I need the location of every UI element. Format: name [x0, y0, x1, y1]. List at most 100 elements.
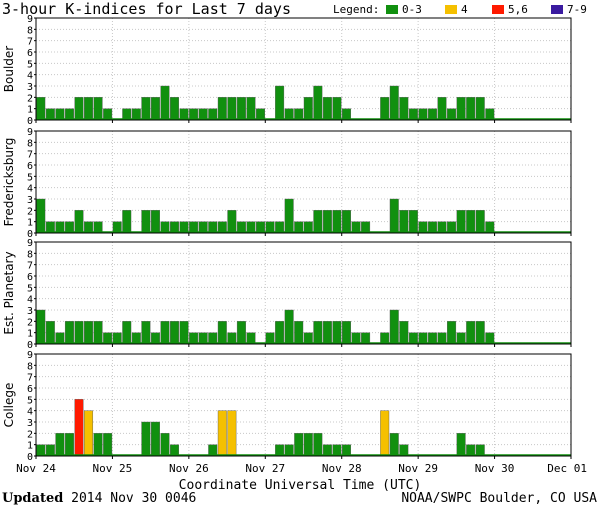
legend-swatch-4: [445, 5, 457, 14]
y-tick-label: 5: [27, 172, 33, 183]
y-tick-label: 5: [27, 395, 33, 406]
k-index-bar: [399, 97, 409, 121]
k-index-bar: [141, 97, 151, 121]
k-index-bar: [170, 97, 180, 121]
k-index-bar: [456, 97, 466, 121]
panel-label: College: [2, 383, 16, 428]
k-index-bar: [313, 210, 323, 234]
y-tick-label: 2: [27, 206, 33, 217]
k-index-bar: [246, 97, 256, 121]
y-tick-label: 0: [27, 340, 33, 351]
k-index-bar: [74, 210, 84, 234]
y-tick-label: 1: [27, 329, 33, 340]
k-index-bar: [332, 210, 342, 234]
k-index-bar: [160, 321, 170, 345]
panel-label: Boulder: [2, 46, 16, 93]
k-index-bar: [456, 433, 466, 457]
y-tick-label: 8: [27, 25, 33, 36]
y-tick-label: 9: [27, 14, 33, 25]
k-index-bar: [64, 321, 74, 345]
panel-frame: [35, 241, 572, 345]
x-tick-label: Nov 30: [475, 462, 515, 475]
y-tick-label: 3: [27, 306, 33, 317]
y-tick-label: 6: [27, 272, 33, 283]
k-index-bar: [160, 433, 170, 457]
y-tick-label: 8: [27, 138, 33, 149]
x-tick-label: Nov 27: [245, 462, 285, 475]
panel-label: Fredericksburg: [2, 138, 16, 227]
k-index-bar: [380, 97, 390, 121]
y-tick-label: 2: [27, 429, 33, 440]
k-index-bar: [236, 321, 246, 345]
k-index-bar: [170, 321, 180, 345]
k-index-bar: [217, 97, 227, 121]
k-index-bar: [313, 433, 323, 457]
k-index-bar: [380, 410, 390, 457]
k-index-bar: [93, 433, 103, 457]
k-index-bar: [217, 321, 227, 345]
y-tick-label: 4: [27, 295, 33, 306]
k-index-bar: [64, 433, 74, 457]
k-index-bar: [141, 210, 151, 234]
k-index-bar: [313, 85, 323, 121]
y-tick-label: 2: [27, 317, 33, 328]
legend-item-5-6: 5,6: [508, 3, 528, 16]
y-tick-label: 3: [27, 195, 33, 206]
y-tick-label: 0: [27, 116, 33, 127]
k-index-bar: [227, 410, 237, 457]
y-tick-label: 7: [27, 261, 33, 272]
k-index-bar: [275, 321, 285, 345]
k-index-bar: [466, 210, 476, 234]
k-index-bar: [456, 210, 466, 234]
k-index-bar: [122, 210, 132, 234]
y-tick-label: 9: [27, 350, 33, 361]
updated-line: Updated 2014 Nov 30 0046: [2, 491, 196, 506]
k-index-bar: [103, 433, 113, 457]
y-tick-label: 8: [27, 361, 33, 372]
updated-label: Updated: [2, 491, 64, 506]
credit: NOAA/SWPC Boulder, CO USA: [401, 491, 597, 506]
k-index-bar: [332, 97, 342, 121]
panel-frame: [35, 353, 572, 457]
k-index-bar: [84, 97, 94, 121]
y-tick-label: 4: [27, 184, 33, 195]
x-tick-label: Nov 24: [16, 462, 56, 475]
y-tick-label: 7: [27, 37, 33, 48]
k-index-bar: [322, 321, 332, 345]
k-index-bar: [84, 321, 94, 345]
k-index-bar: [236, 97, 246, 121]
y-tick-label: 6: [27, 161, 33, 172]
k-index-bar: [342, 321, 351, 345]
y-tick-label: 7: [27, 373, 33, 384]
y-tick-label: 1: [27, 441, 33, 452]
k-index-bar: [466, 321, 476, 345]
k-index-bar: [332, 321, 342, 345]
k-index-bar: [160, 85, 170, 121]
k-index-bar: [55, 433, 65, 457]
k-index-bar: [447, 321, 457, 345]
k-index-bar: [389, 433, 399, 457]
y-tick-label: 6: [27, 384, 33, 395]
y-tick-label: 7: [27, 150, 33, 161]
updated-value: 2014 Nov 30 0046: [71, 491, 197, 506]
k-index-bar: [36, 97, 46, 121]
y-tick-label: 4: [27, 71, 33, 82]
k-index-bar: [475, 210, 485, 234]
k-index-bar: [408, 210, 418, 234]
k-index-bar: [74, 321, 84, 345]
chart-title: 3-hour K-indices for Last 7 days: [2, 0, 291, 18]
k-index-bar: [303, 433, 313, 457]
legend-label: Legend:: [333, 3, 380, 16]
k-index-bar: [179, 321, 189, 345]
k-index-bar: [141, 421, 151, 457]
k-index-bar: [389, 85, 399, 121]
x-axis-title: Coordinate Universal Time (UTC): [178, 478, 422, 493]
k-index-bar: [399, 210, 409, 234]
k-index-bar: [36, 309, 46, 345]
y-tick-label: 5: [27, 59, 33, 70]
k-index-bar: [322, 210, 332, 234]
x-tick-label: Nov 28: [322, 462, 362, 475]
k-index-bar: [93, 321, 103, 345]
x-tick-label: Dec 01: [547, 462, 587, 475]
